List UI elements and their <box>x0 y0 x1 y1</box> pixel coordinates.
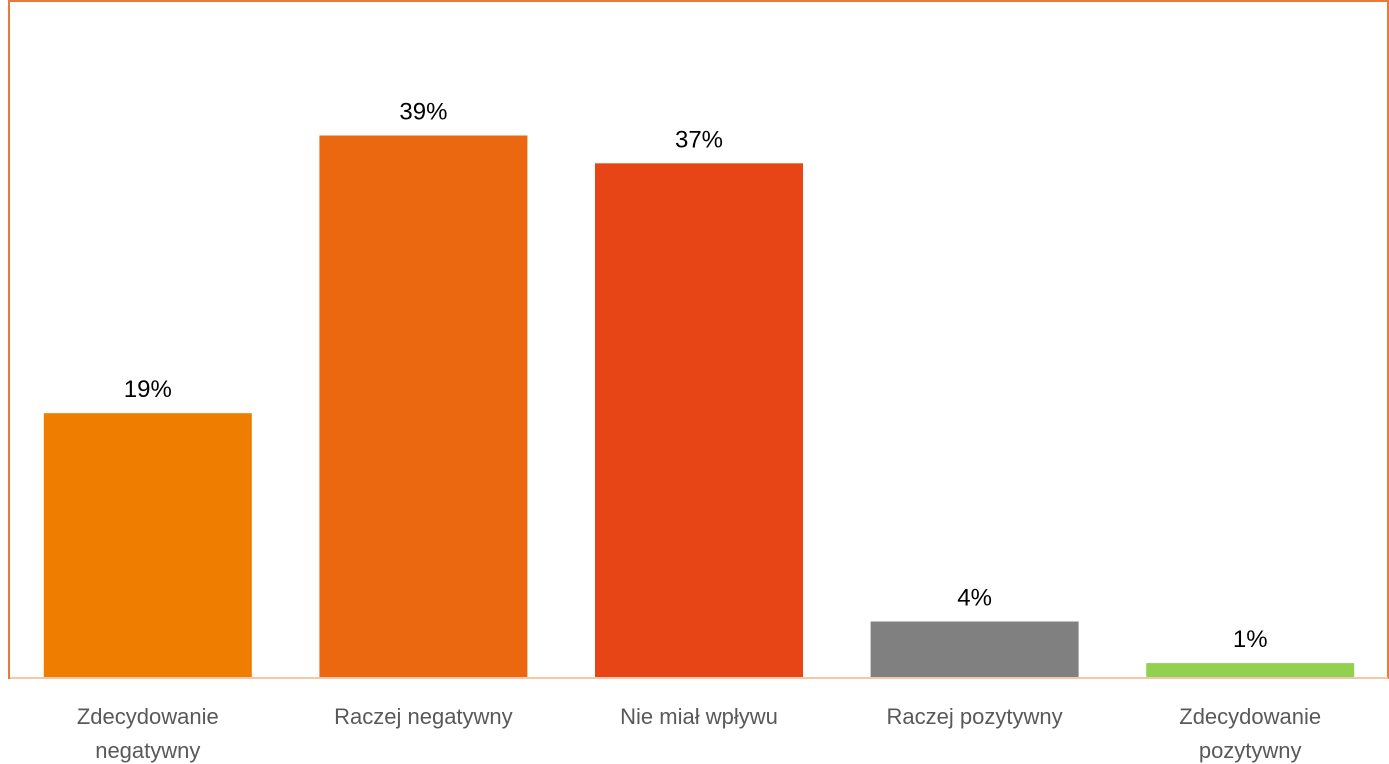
category-label-raczej-pozytywny: Raczej pozytywny <box>887 704 1063 729</box>
category-label-line: Zdecydowanie <box>1179 704 1321 729</box>
bar-zdecydowanie-negatywny <box>43 413 252 677</box>
category-label-zdecydowanie-pozytywny: Zdecydowanie pozytywny <box>1179 704 1321 763</box>
category-label-line: Nie miał wpływu <box>620 704 778 729</box>
data-label-raczej-pozytywny: 4% <box>957 585 992 612</box>
category-label-line: negatywny <box>95 738 200 763</box>
category-label-line: Raczej pozytywny <box>887 704 1063 729</box>
category-label-line: Zdecydowanie <box>77 704 219 729</box>
category-label-nie-mial-wplywu: Nie miał wpływu <box>620 704 778 729</box>
category-label-raczej-negatywny: Raczej negatywny <box>334 704 513 729</box>
data-label-zdecydowanie-pozytywny: 1% <box>1233 626 1268 653</box>
category-labels-group: Zdecydowanie negatywny Raczej negatywny Nie… <box>77 704 1321 763</box>
bar-zdecydowanie-pozytywny <box>1146 663 1355 677</box>
data-label-zdecydowanie-negatywny: 19% <box>124 376 172 403</box>
bars-group <box>43 135 1355 678</box>
data-labels-group: 19% 39% 37% 4% 1% <box>124 99 1268 654</box>
bar-nie-mial-wplywu <box>595 163 803 678</box>
bar-raczej-negatywny <box>319 135 528 677</box>
category-label-line: pozytywny <box>1199 738 1302 763</box>
category-label-line: Raczej negatywny <box>334 704 513 729</box>
data-label-nie-mial-wplywu: 37% <box>675 126 723 153</box>
category-label-zdecydowanie-negatywny: Zdecydowanie negatywny <box>77 704 219 763</box>
bar-raczej-pozytywny <box>870 621 1079 677</box>
data-label-raczej-negatywny: 39% <box>399 99 447 126</box>
